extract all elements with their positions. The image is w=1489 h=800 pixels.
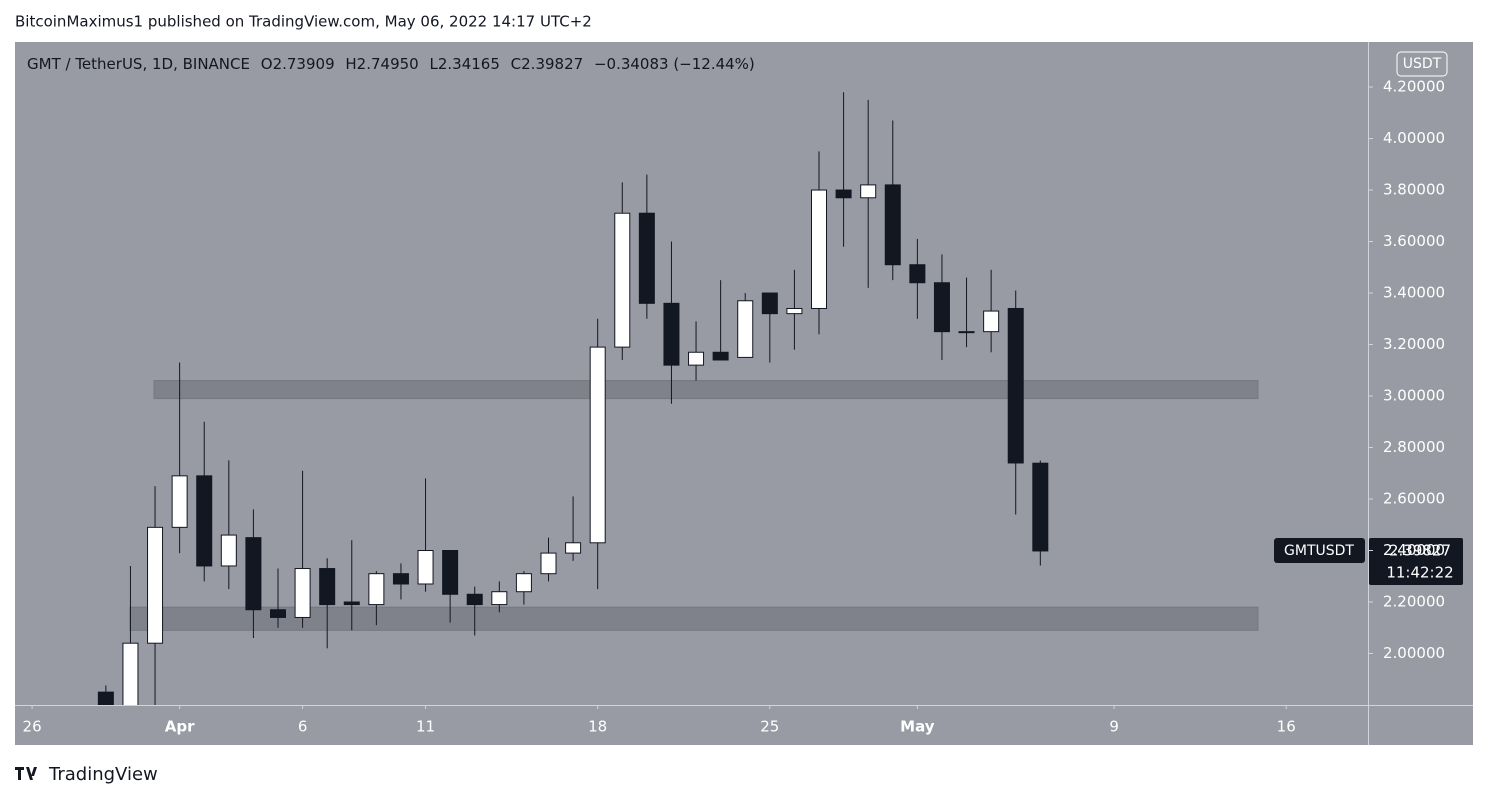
y-tick-label: 3.00000 [1383,387,1445,405]
candle-body [565,542,582,554]
last-price-tag [1369,538,1463,585]
candle-body [196,475,213,567]
candle-body [122,642,139,705]
candle-body [442,550,459,595]
candle-body [811,189,827,309]
candle-body [958,331,975,334]
candle-body [638,212,655,304]
x-tick-label: 16 [1277,718,1296,736]
support-zone [153,380,1259,400]
candle-body [171,475,188,528]
x-tick-label: May [900,718,935,736]
open-value: 2.73909 [273,55,335,73]
candle-body [712,351,729,361]
candle-body [688,351,705,366]
close-value: 2.39827 [521,55,583,73]
candle-body [835,189,852,199]
candle-body [589,346,606,544]
candle-body [860,184,877,199]
low-value: 2.34165 [438,55,500,73]
y-tick-label: 2.60000 [1383,490,1445,508]
y-tick-label: 3.80000 [1383,181,1445,199]
candle-body [1032,462,1049,552]
x-tick-label: 18 [588,718,607,736]
y-tick-label: 2.20000 [1383,593,1445,611]
y-tick-label: 2.80000 [1383,438,1445,456]
symbol-legend: GMT / TetherUS, 1D, BINANCE O2.73909 H2.… [27,55,755,73]
candle-body [417,550,434,585]
unit-label: USDT [1403,56,1442,72]
candle-body [884,184,901,266]
candle-body [392,573,409,585]
y-tick-label: 4.00000 [1383,129,1445,147]
y-tick-label: 2.40000 [1383,541,1445,559]
x-tick-label: 6 [298,718,308,736]
symbol-tag-text: GMTUSDT [1284,543,1354,559]
candle-body [515,573,532,593]
x-tick-label: 9 [1109,718,1119,736]
candle-body [540,552,557,575]
candle-body [933,282,950,333]
candle-body [270,609,286,618]
plot-area [97,92,1259,705]
candle-body [245,537,262,611]
brand: TradingView [48,764,158,785]
candle-body [147,526,164,644]
publisher-line: BitcoinMaximus1 published on TradingView… [15,13,592,31]
high-value: 2.74950 [357,55,419,73]
candle-body [737,300,754,358]
o-label: O [261,55,273,73]
candle-body [909,264,926,284]
unit-badge[interactable] [1396,51,1448,77]
candle-body [761,292,778,315]
logo-mark [15,767,37,780]
y-tick-label: 3.20000 [1383,335,1445,353]
x-tick-label: 25 [760,718,779,736]
footer-logo: TradingView [15,764,158,785]
candle-body [491,591,508,606]
candle-body [220,534,237,567]
candle-body [466,593,483,606]
y-tick-label: 2.00000 [1383,644,1445,662]
candle-body [294,568,311,618]
y-tick-label: 3.40000 [1383,284,1445,302]
x-tick-label: Apr [165,718,195,736]
y-tick-label: 3.60000 [1383,232,1445,250]
candle-body [1007,307,1024,464]
c-label: C [511,55,521,73]
candle-body [368,573,385,606]
candle-body [786,307,803,315]
candle-body [663,302,680,366]
x-tick-label: 11 [416,718,435,736]
x-tick-label: 26 [23,718,42,736]
candle-body [614,212,631,348]
countdown: 11:42:22 [1386,564,1453,582]
change-value: −0.34083 (−12.44%) [594,55,755,73]
h-label: H [345,55,356,73]
last-price: 2.39827 [1389,542,1451,560]
candle-body [343,601,360,606]
symbol-tag [1274,538,1365,563]
candle-body [319,568,336,606]
symbol: GMT / TetherUS, 1D, BINANCE [27,55,250,73]
y-tick-label: 4.20000 [1383,78,1445,96]
l-label: L [429,55,438,73]
candle-body [97,691,114,705]
candle-body [983,310,1000,333]
